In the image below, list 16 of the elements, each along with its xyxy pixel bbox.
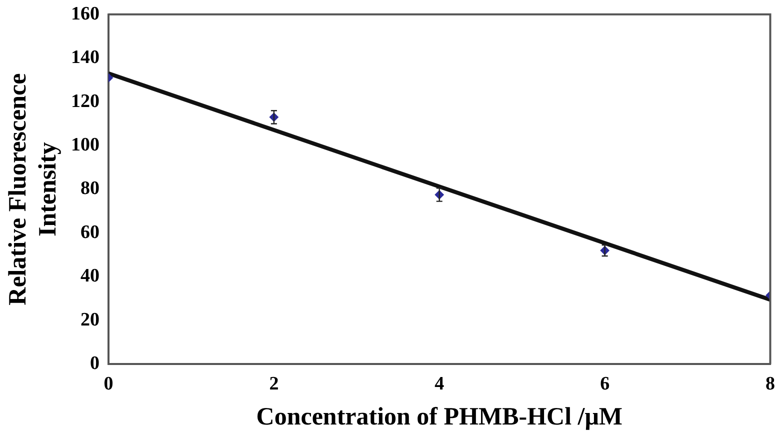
x-tick-label: 6 — [600, 374, 610, 395]
y-tick-label: 80 — [80, 178, 100, 200]
x-tick-label: 8 — [766, 374, 775, 395]
y-tick-label: 0 — [90, 353, 100, 374]
x-tick-label: 4 — [434, 374, 445, 395]
y-tick-label: 120 — [71, 90, 100, 112]
y-tick-label: 100 — [71, 134, 100, 156]
x-tick-label: 2 — [269, 374, 279, 395]
y-tick-label: 20 — [80, 309, 100, 330]
x-axis-title: Concentration of PHMB-HCl /μM — [256, 403, 622, 430]
x-tick-label: 0 — [104, 374, 114, 395]
y-axis-title: Relative Fluorescence Intensity — [4, 73, 62, 306]
y-tick-label: 60 — [80, 222, 100, 243]
y-tick-label: 140 — [71, 47, 100, 68]
y-tick-label: 160 — [71, 3, 100, 24]
y-tick-label: 40 — [80, 266, 100, 287]
